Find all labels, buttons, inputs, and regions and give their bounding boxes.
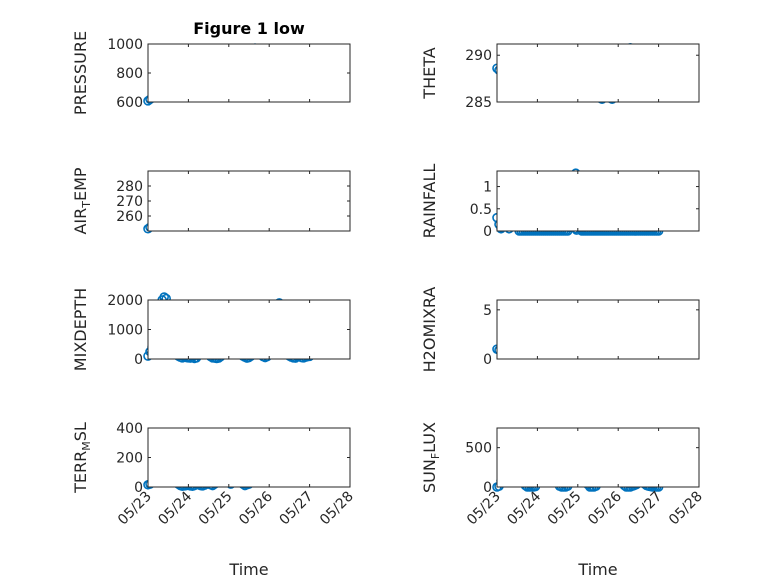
y-axis-label: THETA [420,47,439,99]
y-tick-label: 1000 [107,323,143,339]
y-tick-label: 1 [483,180,492,196]
y-tick-label: 285 [465,95,492,111]
y-axis-label: AIRTEMP [71,167,93,234]
y-axis-label: TERRMSL [71,422,93,494]
y-tick-label: 800 [116,66,143,82]
y-tick-label: 0 [483,352,492,368]
axes-box [147,170,351,232]
y-tick-label: 0 [134,480,143,496]
y-tick-label: 0.5 [470,202,492,218]
y-axis-label: MIXDEPTH [71,288,90,371]
x-tick-label: 05/24 [504,488,544,528]
axes-box [147,43,351,103]
axes-box [496,170,700,232]
axes-box [147,299,351,360]
figure-title: Figure 1 low [193,19,305,38]
subplot-theta: 285 290 THETA [420,42,700,111]
y-axis-label: RAINFALL [420,164,439,239]
y-axis-label: H2OMIXRA [420,287,439,373]
axes-box [147,427,351,488]
x-axis-label: Time [228,560,268,579]
y-axis-label: SUNFLUX [420,422,442,493]
y-tick-label: 500 [465,441,492,457]
x-tick-label: 05/27 [277,489,317,529]
y-tick-label: 260 [116,209,143,225]
y-axis-label: PRESSURE [71,31,90,115]
y-tick-label: 280 [116,179,143,195]
x-tick-label: 05/26 [236,488,276,528]
x-tick-label: 05/27 [626,489,666,529]
y-tick-label: 2000 [107,293,143,309]
y-tick-label: 0 [483,224,492,240]
y-tick-label: 0 [134,352,143,368]
y-tick-label: 600 [116,95,143,111]
subplot-pressure: 600 800 1000 PRESSURE Figure 1 low [71,19,351,115]
x-tick-label: 05/24 [155,488,195,528]
x-axis-label: Time [577,560,617,579]
y-tick-label: 400 [116,421,143,437]
subplot-h2omixra: 0 5 H2OMIXRA [420,287,700,373]
x-tick-label: 05/25 [545,489,585,529]
y-tick-label: 270 [116,194,143,210]
y-tick-label: 1000 [107,37,143,53]
subplot-mixdepth: 0 1000 2000 MIXDEPTH [71,288,351,371]
x-tick-label: 05/28 [666,489,706,529]
x-tick-label: 05/25 [196,489,236,529]
y-tick-label: 200 [116,451,143,467]
axes-box [496,43,700,103]
y-tick-label: 0 [483,480,492,496]
axes-box [496,299,700,360]
y-tick-label: 5 [483,303,492,319]
subplot-rainfall: 0 0.5 1 RAINFALL [420,164,700,240]
axes-box [496,427,700,488]
x-tick-label: 05/28 [317,489,357,529]
x-tick-label: 05/26 [585,488,625,528]
y-tick-label: 290 [465,48,492,64]
